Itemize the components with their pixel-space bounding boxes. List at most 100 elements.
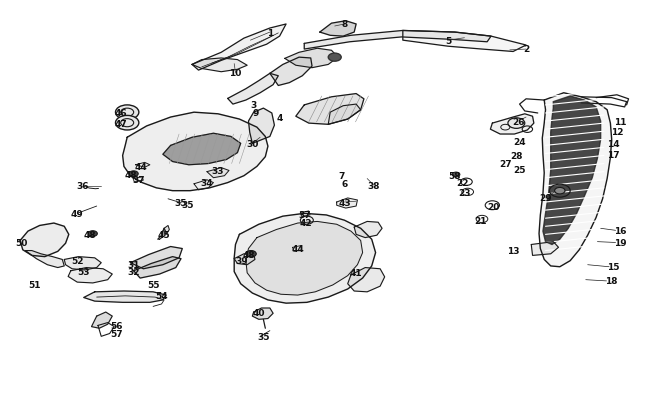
- Text: 2: 2: [523, 45, 529, 53]
- Text: 31: 31: [127, 260, 140, 270]
- Circle shape: [246, 251, 256, 258]
- Circle shape: [508, 119, 525, 129]
- Text: 14: 14: [607, 139, 620, 149]
- Text: 40: 40: [253, 308, 265, 317]
- Text: 9: 9: [252, 109, 259, 118]
- Text: 25: 25: [514, 166, 526, 175]
- Circle shape: [554, 188, 565, 194]
- Text: 48: 48: [124, 171, 136, 180]
- Polygon shape: [304, 31, 491, 50]
- Text: 37: 37: [132, 176, 144, 185]
- Polygon shape: [246, 222, 363, 295]
- Text: 39: 39: [236, 256, 248, 265]
- Text: 46: 46: [114, 109, 127, 118]
- Text: 3: 3: [250, 101, 257, 110]
- Polygon shape: [134, 257, 181, 278]
- Text: 51: 51: [28, 280, 41, 289]
- Text: 16: 16: [614, 226, 627, 235]
- Circle shape: [452, 173, 460, 177]
- Text: 1: 1: [266, 28, 273, 38]
- Polygon shape: [354, 222, 382, 238]
- Polygon shape: [192, 59, 247, 72]
- Text: 43: 43: [338, 198, 351, 207]
- Text: 4: 4: [276, 113, 283, 122]
- Polygon shape: [227, 74, 278, 105]
- Text: 27: 27: [499, 159, 512, 168]
- Polygon shape: [285, 49, 338, 68]
- Text: 22: 22: [456, 179, 469, 188]
- Text: 53: 53: [77, 267, 90, 276]
- Circle shape: [116, 116, 139, 131]
- Text: 58: 58: [448, 172, 461, 181]
- Text: 42: 42: [299, 218, 312, 227]
- Text: 23: 23: [458, 189, 471, 198]
- Text: 41: 41: [350, 269, 363, 277]
- Polygon shape: [270, 58, 312, 86]
- Polygon shape: [20, 224, 69, 257]
- Text: 44: 44: [291, 245, 304, 254]
- Polygon shape: [123, 113, 268, 191]
- Text: 30: 30: [246, 139, 259, 149]
- Text: 13: 13: [507, 247, 519, 256]
- Polygon shape: [539, 94, 612, 267]
- Text: 33: 33: [212, 166, 224, 175]
- Text: 26: 26: [512, 117, 525, 126]
- Text: 21: 21: [474, 216, 487, 225]
- Polygon shape: [403, 31, 526, 52]
- Circle shape: [116, 106, 139, 120]
- Text: 52: 52: [71, 256, 83, 265]
- Text: 54: 54: [155, 292, 168, 301]
- Polygon shape: [234, 214, 376, 303]
- Polygon shape: [25, 251, 64, 268]
- Polygon shape: [248, 109, 274, 144]
- Polygon shape: [158, 226, 170, 240]
- Text: 18: 18: [605, 277, 618, 286]
- Circle shape: [246, 252, 255, 257]
- Polygon shape: [490, 115, 534, 135]
- Text: 11: 11: [614, 117, 627, 126]
- Circle shape: [328, 54, 341, 62]
- Polygon shape: [64, 257, 101, 270]
- Text: 5: 5: [445, 36, 451, 45]
- Circle shape: [129, 171, 138, 177]
- Text: 29: 29: [540, 194, 552, 203]
- Text: 19: 19: [614, 239, 627, 247]
- Text: 6: 6: [341, 180, 348, 189]
- Polygon shape: [234, 254, 255, 265]
- Text: 44: 44: [135, 162, 147, 171]
- Text: 15: 15: [607, 262, 620, 272]
- Polygon shape: [68, 268, 112, 283]
- Text: 37: 37: [298, 210, 311, 219]
- Text: 48: 48: [242, 250, 255, 260]
- Polygon shape: [337, 198, 358, 209]
- Text: 38: 38: [367, 181, 380, 190]
- Text: 55: 55: [147, 281, 159, 290]
- Polygon shape: [207, 168, 229, 178]
- Polygon shape: [296, 94, 364, 125]
- Text: 49: 49: [71, 209, 84, 218]
- Text: 50: 50: [15, 239, 28, 247]
- Polygon shape: [84, 291, 166, 303]
- Text: 35: 35: [181, 200, 194, 209]
- Text: 47: 47: [114, 120, 127, 129]
- Text: 12: 12: [610, 128, 623, 136]
- Polygon shape: [543, 97, 601, 245]
- Text: 17: 17: [607, 150, 620, 159]
- Polygon shape: [131, 247, 182, 269]
- Text: 32: 32: [127, 267, 140, 276]
- Polygon shape: [320, 22, 356, 37]
- Text: 7: 7: [338, 172, 344, 181]
- Text: 24: 24: [514, 137, 526, 147]
- Text: 35: 35: [257, 332, 270, 341]
- Text: 20: 20: [488, 202, 500, 211]
- Polygon shape: [328, 105, 361, 125]
- Polygon shape: [92, 312, 112, 328]
- Polygon shape: [163, 134, 240, 165]
- Text: 35: 35: [175, 199, 187, 208]
- Polygon shape: [192, 25, 286, 71]
- Polygon shape: [531, 242, 558, 256]
- Text: 10: 10: [229, 69, 242, 78]
- Text: 45: 45: [158, 230, 170, 239]
- Text: 36: 36: [76, 182, 88, 191]
- Text: 8: 8: [341, 20, 348, 30]
